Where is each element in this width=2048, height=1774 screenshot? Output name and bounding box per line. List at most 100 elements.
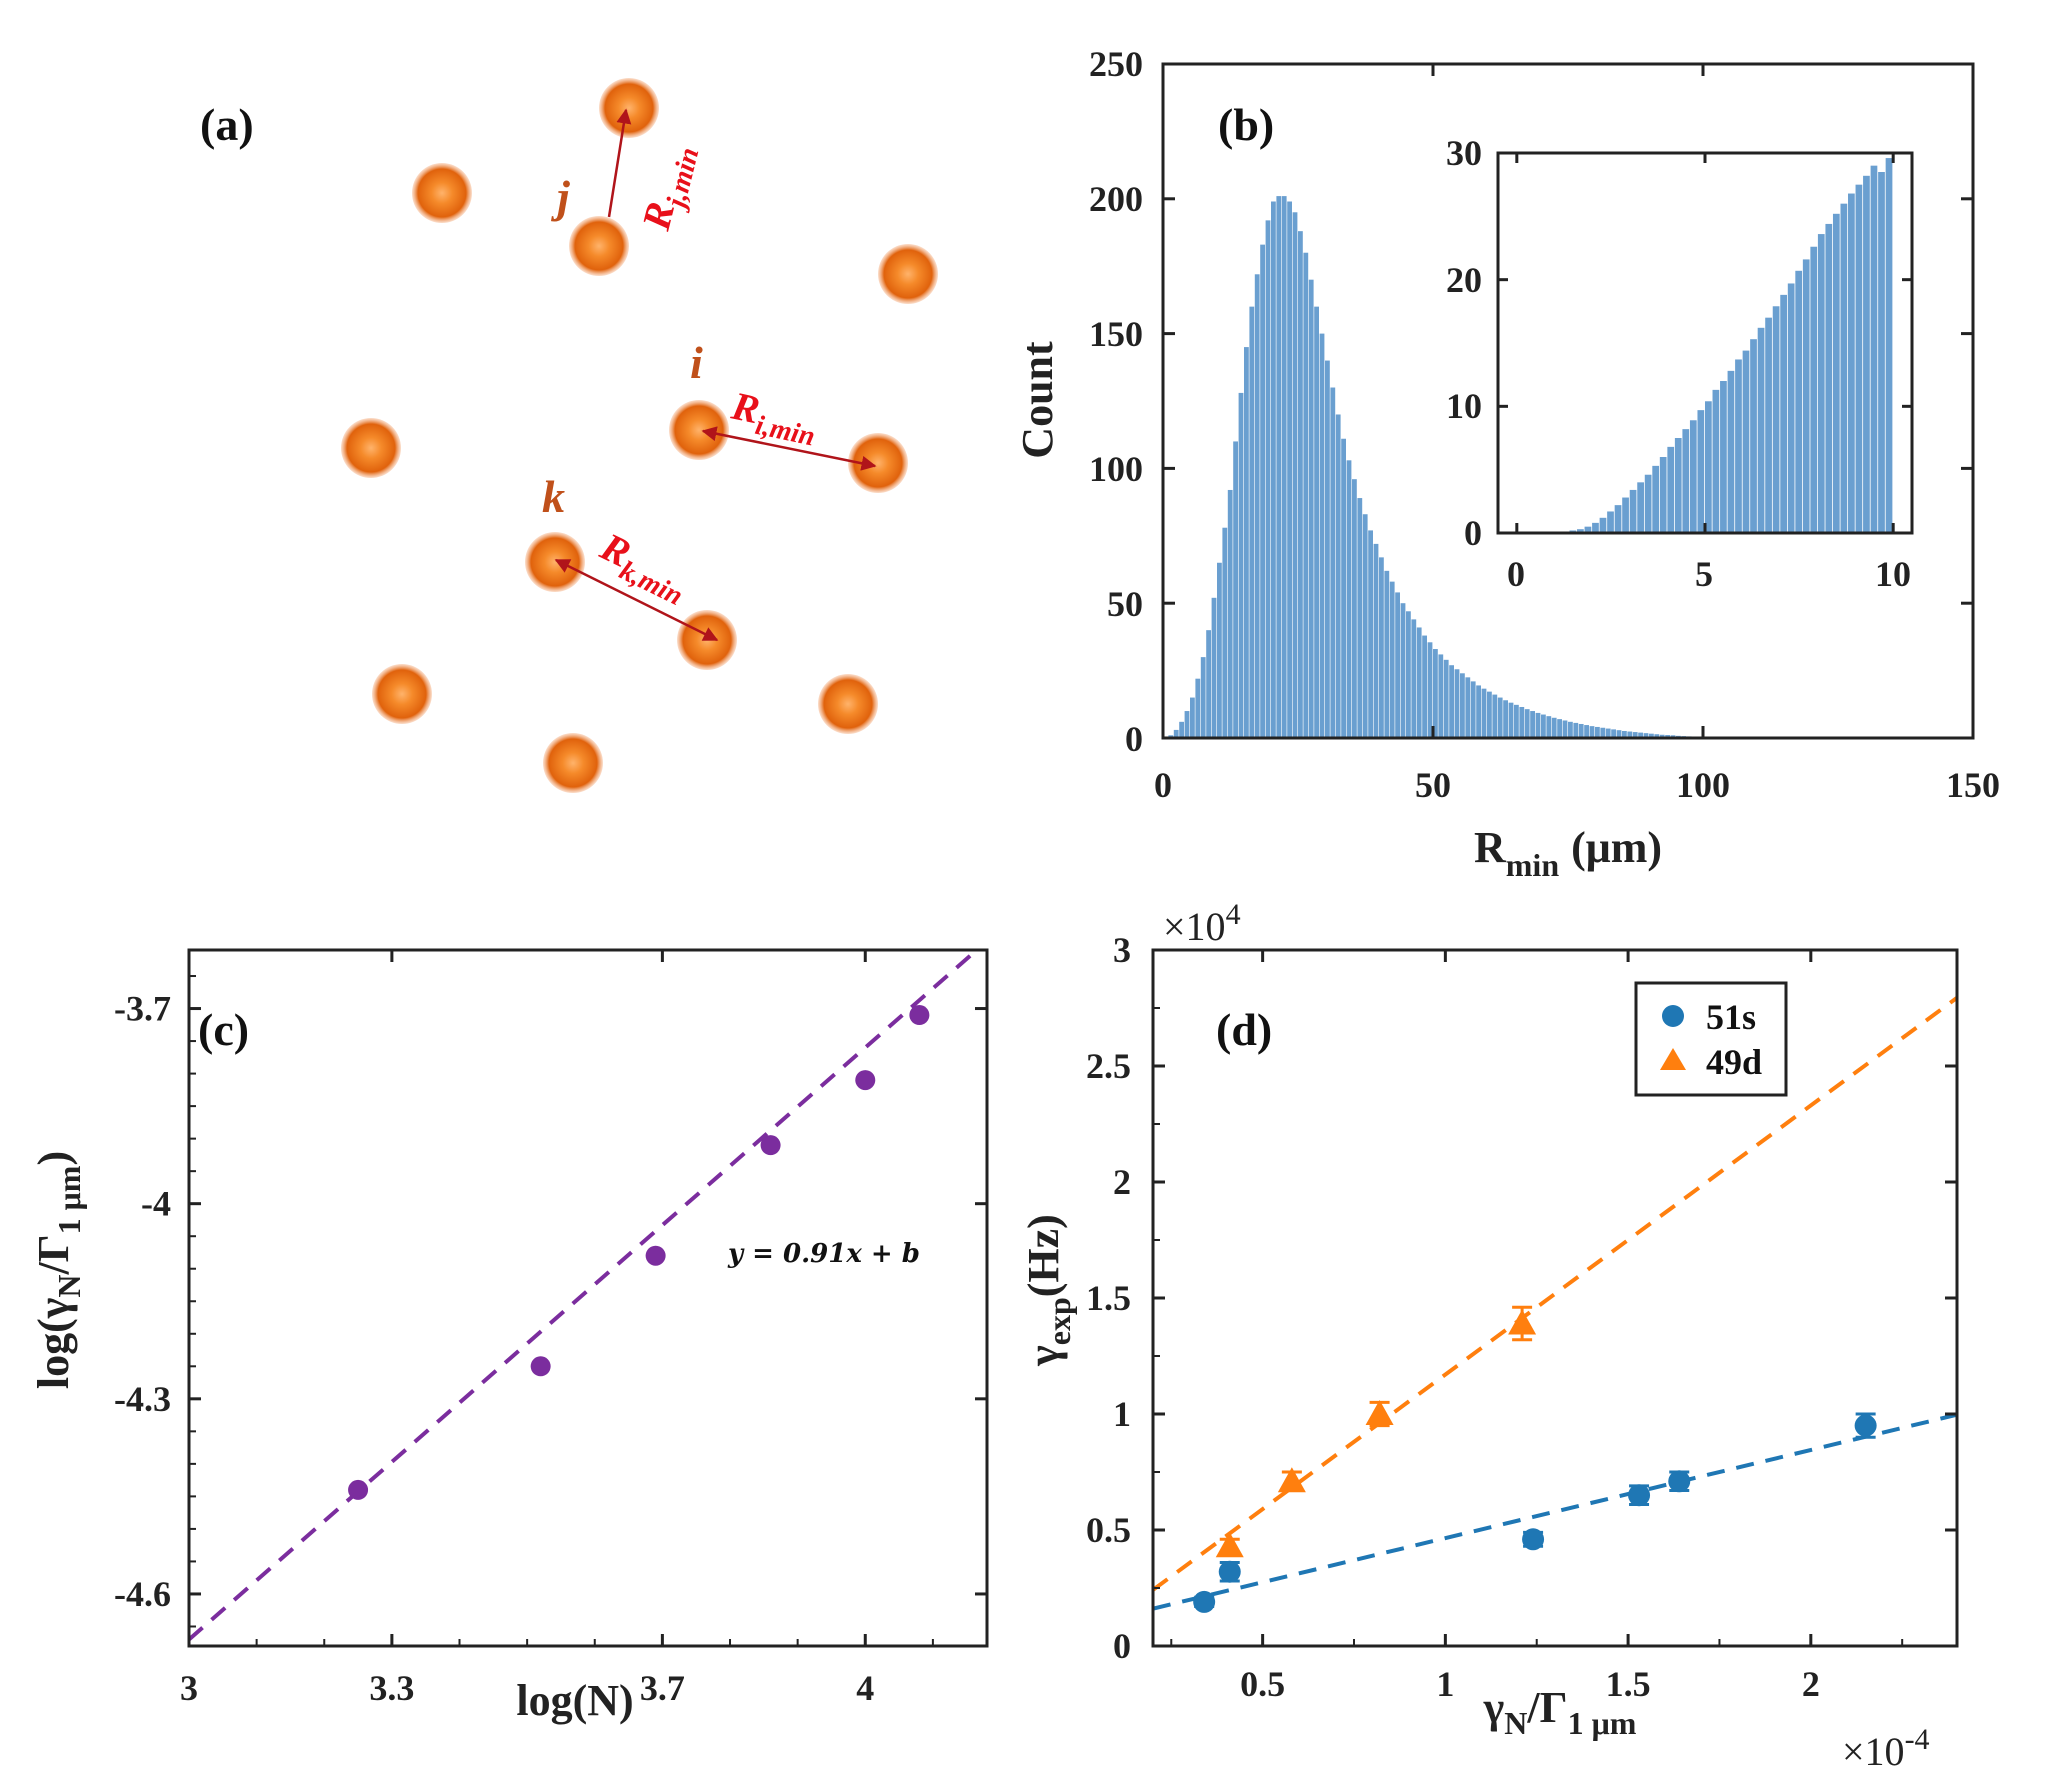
inset-bar <box>1705 401 1712 533</box>
d-ytick-label: 1 <box>1113 1394 1131 1434</box>
d-ytick-label: 1.5 <box>1086 1278 1131 1318</box>
hist-bar <box>1362 514 1368 738</box>
label-rk-min: Rk,min <box>590 523 698 612</box>
hist-bar <box>1292 212 1298 738</box>
d-ytick-label: 2 <box>1113 1162 1131 1202</box>
c-ylabel: log(γN/Γ1 μm) <box>29 1151 87 1389</box>
inset-bar <box>1863 175 1870 534</box>
b-ylabel: Count <box>1013 341 1062 459</box>
data-point-51s <box>1218 1560 1241 1583</box>
b-xlabel: Rmin (μm) <box>1474 823 1662 883</box>
inset-xtick-1: 5 <box>1695 554 1713 594</box>
c-xtick-label: 4 <box>856 1668 874 1708</box>
data-point-51s <box>1668 1470 1691 1493</box>
hist-bar <box>1276 196 1282 738</box>
b-xtick-1: 50 <box>1415 765 1451 805</box>
inset-bar <box>1712 389 1720 533</box>
panel-a: (a) j i k Rj,min Ri,min Rk,min <box>200 78 938 793</box>
data-point-49d <box>1508 1309 1537 1335</box>
axes-box-c <box>187 948 989 1648</box>
legend-label-51s: 51s <box>1706 997 1756 1037</box>
hist-bar <box>1632 732 1638 738</box>
hist-bar <box>1508 702 1514 738</box>
hist-bar <box>1605 728 1611 738</box>
hist-bar <box>1319 333 1325 738</box>
hist-bar <box>1643 733 1649 738</box>
panel-d-label: (d) <box>1216 1004 1272 1055</box>
label-i: i <box>690 337 703 388</box>
panel-a-label: (a) <box>200 99 254 150</box>
hist-bar <box>1557 719 1562 738</box>
atom-k <box>525 532 585 592</box>
d-xlabel: γN/Γ1 μm <box>1483 1683 1637 1741</box>
data-point <box>645 1245 666 1266</box>
b-ytick-1: 50 <box>1107 584 1143 624</box>
hist-bar <box>1573 722 1579 738</box>
d-xtick-label: 1.5 <box>1606 1664 1651 1704</box>
hist-bar <box>1200 657 1206 738</box>
label-rj-min: Rj,min <box>633 139 706 237</box>
hist-bar <box>1217 562 1222 738</box>
hist-bar <box>1524 709 1530 738</box>
ticks-d <box>1153 948 1957 1648</box>
hist-bar <box>1260 244 1265 738</box>
hist-bar <box>1465 677 1471 738</box>
hist-bar <box>1211 597 1217 738</box>
c-ytick-label: -4.3 <box>114 1379 171 1419</box>
hist-bar <box>1379 557 1384 738</box>
hist-bar <box>1195 678 1201 738</box>
c-ytick-label: -4.6 <box>114 1574 171 1614</box>
hist-bar <box>1611 729 1616 738</box>
hist-bar <box>1233 441 1238 738</box>
legend-marker-49d <box>1660 1048 1686 1070</box>
axes-box-d <box>1151 948 1959 1648</box>
inset-xtick-0: 0 <box>1507 554 1525 594</box>
hist-bar <box>1514 704 1519 738</box>
hist-bar <box>1254 274 1260 738</box>
atom <box>341 418 401 478</box>
c-xtick-label: 3.3 <box>369 1668 414 1708</box>
b-ytick-5: 250 <box>1089 44 1143 84</box>
inset-bar <box>1622 497 1629 533</box>
hist-bar <box>1357 498 1363 738</box>
hist-bar <box>1654 734 1660 738</box>
legend-box <box>1634 981 1788 1097</box>
hist-bar <box>1422 635 1427 738</box>
inset-bar <box>1637 482 1644 533</box>
hist-bar <box>1298 231 1303 739</box>
data-point <box>530 1356 551 1377</box>
inset-bar <box>1667 446 1675 533</box>
inset-bar <box>1607 511 1614 533</box>
hist-bar <box>1659 734 1665 738</box>
hist-bar <box>1179 721 1184 738</box>
atom <box>818 674 878 734</box>
hist-bar <box>1589 726 1595 738</box>
data-point <box>348 1479 369 1500</box>
hist-bar <box>1438 654 1444 738</box>
hist-bar <box>1481 688 1487 738</box>
inset-bar <box>1644 474 1652 533</box>
inset-ytick-0: 0 <box>1464 513 1482 553</box>
hist-bar <box>1325 360 1330 738</box>
inset-bar <box>1735 359 1742 533</box>
data-point-49d <box>1277 1467 1306 1493</box>
hist-bar <box>1476 685 1481 738</box>
data-point-51s <box>1522 1528 1545 1551</box>
data-point <box>855 1070 876 1091</box>
atom <box>543 733 603 793</box>
inset-bar <box>1629 489 1637 533</box>
hist-bar <box>1449 665 1454 738</box>
hist-bar <box>1530 711 1535 738</box>
hist-bar <box>1487 691 1492 738</box>
x-multiplier: ×10-4 <box>1842 1723 1930 1774</box>
c-xlabel: log(N) <box>516 1676 633 1725</box>
inset-bar <box>1780 294 1787 533</box>
hist-bar <box>1568 721 1573 738</box>
hist-bar <box>1546 716 1552 738</box>
b-ytick-0: 0 <box>1125 719 1143 759</box>
ticks-b <box>1161 62 1975 740</box>
inset-bar <box>1697 410 1705 533</box>
inset-bar <box>1659 457 1667 533</box>
fit-line-49d <box>1153 996 1957 1592</box>
